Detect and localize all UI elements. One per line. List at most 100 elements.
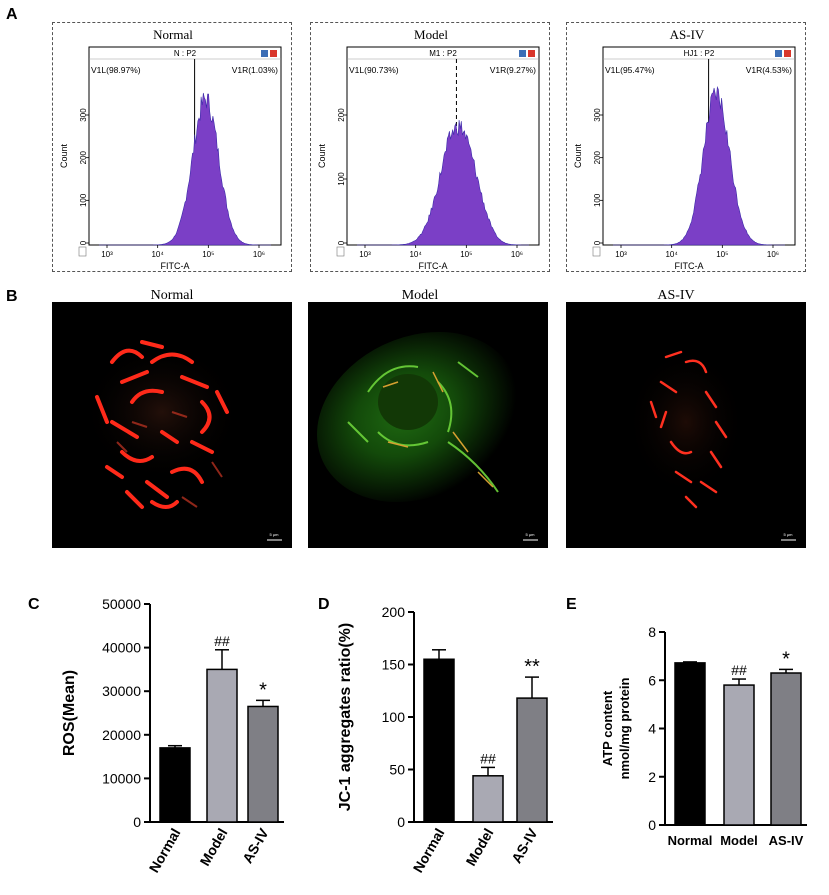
bar-chart-ros: 0 10000 20000 30000 40000 50000 ROS(Mean) Norma… [61,596,284,875]
y-tick-label: 0 [593,240,602,245]
bar-as-iv [770,672,802,826]
scale-bar-label: 5 μm [270,532,280,537]
fluo-title-asiv: AS-IV [657,288,695,303]
v1r-label: V1R(1.03%) [232,65,278,75]
y-tick-label: 0 [79,240,88,245]
category-label: Normal [668,833,713,848]
x-axis-label: FITC-A [419,261,448,271]
y-tick-label: 100 [337,172,346,186]
bar-normal [159,747,191,823]
flow-panel-model: Model M1 : P2 V1L(90.73%) V1R(9.27%) 0 100 20… [310,22,550,272]
fluorescence-svg-normal: 5 μm [52,302,292,548]
fluorescence-image-normal: 5 μm [52,302,292,548]
panel-label-a: A [6,6,18,23]
v1l-label: V1L(95.47%) [605,65,655,75]
fluorescence-image-asiv: 5 μm [566,302,806,548]
category-label: AS-IV [239,825,272,866]
y-axis-label: nmol/mg protein [617,678,632,780]
fluorescence-svg-asiv: 5 μm [566,302,806,548]
x-tick-label: 10⁴ [665,250,678,259]
y-tick-label: 200 [337,108,346,122]
significance-label: ## [214,633,230,649]
bar-model [723,684,755,826]
close-icon [784,50,791,57]
v1l-label: V1L(90.73%) [349,65,399,75]
v1r-label: V1R(4.53%) [746,65,792,75]
x-tick-label: 10⁴ [409,250,422,259]
flow-panel-normal: Normal N : P2 V1L(98.97%) V1R(1.03%) 0 100 20… [52,22,292,272]
bar-as-iv [247,705,279,823]
panel-label-d: D [318,596,330,613]
y-tick-label: 100 [382,709,406,725]
y-tick-label: 100 [79,193,88,207]
category-label: Model [720,833,758,848]
y-tick-label: 0 [397,814,405,830]
y-tick-label: 10000 [102,770,141,786]
bar-normal [674,662,706,826]
significance-label: ** [524,656,540,678]
histogram-area [99,92,271,246]
y-tick-label: 30000 [102,683,141,699]
bar-as-iv [516,697,548,823]
y-axis-label: Count [317,144,327,169]
flow-histogram-asiv: HJ1 : P2 V1L(95.47%) V1R(4.53%) 0 100 200 300 C… [573,46,796,271]
y-tick-label: 50 [389,762,405,778]
x-tick-label: 10⁶ [511,250,523,259]
panel-label-e: E [566,596,577,613]
scale-bar-label: 5 μm [784,532,794,537]
y-tick-label: 8 [648,624,656,640]
x-tick-label: 10⁶ [253,250,265,259]
fluorescence-svg-model: 5 μm [308,302,548,548]
flow-histogram-normal: N : P2 V1L(98.97%) V1R(1.03%) 0 100 200 300 Cou… [59,46,282,271]
gate-name: M1 : P2 [429,49,457,58]
y-tick-label: 0 [133,814,141,830]
histogram-area [357,119,529,246]
v1l-label: V1L(98.97%) [91,65,141,75]
x-tick-label: 10⁴ [151,250,164,259]
gate-name: HJ1 : P2 [684,49,715,58]
flow-panel-asiv: AS-IV HJ1 : P2 V1L(95.47%) V1R(4.53%) 0 100 2… [566,22,806,272]
bar-model [206,668,238,823]
y-axis-label: Count [59,144,69,169]
significance-label: ## [480,750,496,766]
bar-model [472,775,504,823]
settings-icon [775,50,782,57]
x-tick-label: 10⁵ [202,250,214,259]
y-tick-label: 150 [382,657,406,673]
histogram-area [613,85,785,246]
x-tick-label: 10⁶ [767,250,779,259]
y-tick-label: 6 [648,672,656,688]
y-axis-label: Count [573,144,583,169]
category-label: Model [463,826,497,869]
x-tick-label: 10³ [615,250,627,259]
x-axis-label: FITC-A [161,261,190,271]
x-tick-label: 10⁵ [460,250,472,259]
bar-chart-jc1: 0 50 100 150 200 JC-1 aggregates ratio(%) Norm… [337,604,553,875]
panel-label-c: C [28,596,40,613]
y-axis-label: JC-1 aggregates ratio(%) [337,623,354,812]
x-tick-label: 10⁵ [716,250,728,259]
significance-label: * [782,648,790,670]
y-tick-label: 40000 [102,640,141,656]
checkbox-icon [592,246,601,257]
category-label: AS-IV [769,833,804,848]
close-icon [270,50,277,57]
settings-icon [519,50,526,57]
y-tick-label: 300 [593,108,602,122]
y-tick-label: 50000 [102,596,141,612]
bar-chart-atp: 0 2 4 6 8 ATP content nmol/mg protein Normal ## M… [600,624,807,848]
flow-title: Model [414,27,448,42]
y-tick-label: 0 [648,817,656,833]
category-label: Normal [146,826,184,876]
significance-label: ## [731,662,747,678]
fluorescence-image-model: 5 μm [308,302,548,548]
y-tick-label: 200 [593,150,602,164]
settings-icon [261,50,268,57]
category-label: AS-IV [508,825,541,866]
fluo-title-normal: Normal [150,288,194,303]
x-tick-label: 10³ [101,250,113,259]
y-tick-label: 200 [79,150,88,164]
category-label: Normal [410,826,448,876]
y-tick-label: 0 [337,240,346,245]
